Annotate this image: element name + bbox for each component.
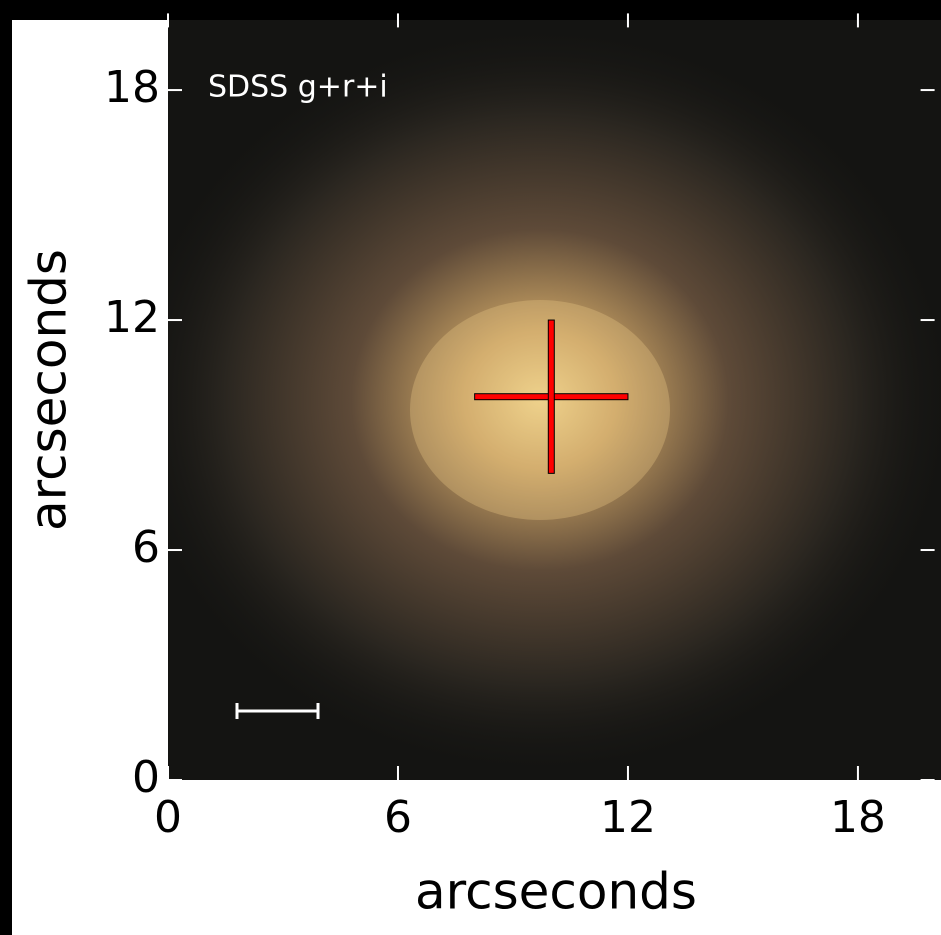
galaxy-core: [410, 300, 670, 520]
x-tick-label: 0: [154, 792, 182, 843]
frame-top: [0, 0, 941, 20]
annotation: SDSS g+r+i: [208, 70, 388, 105]
frame-left: [0, 0, 12, 935]
y-axis-label: arcseconds: [20, 249, 78, 531]
y-tick-label: 6: [132, 522, 160, 573]
y-tick-label: 12: [104, 292, 160, 343]
x-tick-label: 18: [830, 792, 886, 843]
crosshair-v: [547, 319, 555, 474]
y-tick-label: 18: [104, 62, 160, 113]
x-tick-label: 12: [600, 792, 656, 843]
y-tick-label: 0: [132, 752, 160, 803]
crosshair: [474, 319, 629, 474]
x-axis-label: arcseconds: [415, 863, 697, 921]
scale-bar: [235, 703, 320, 719]
x-tick-label: 6: [384, 792, 412, 843]
